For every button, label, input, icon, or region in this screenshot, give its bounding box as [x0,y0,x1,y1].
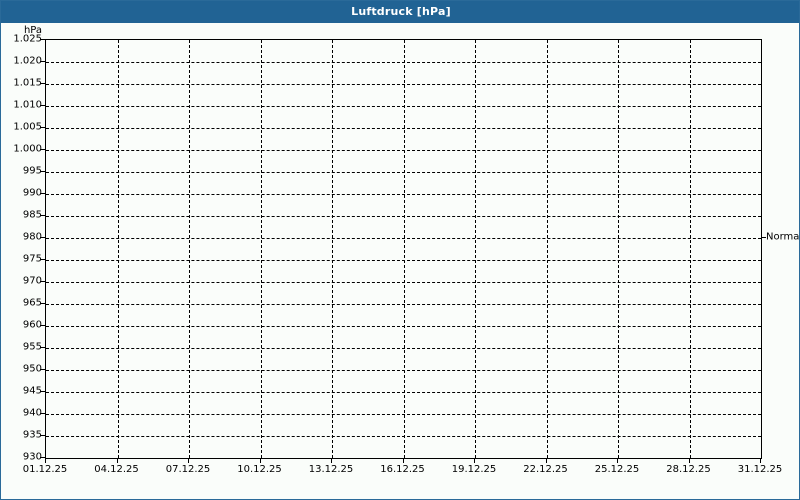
x-axis-tick-label: 28.12.25 [666,464,711,475]
vertical-gridline [332,40,333,458]
y-axis-tick-mark [40,457,45,458]
x-axis-tick-label: 10.12.25 [237,464,282,475]
x-axis: 01.12.25 04.12.25 07.12.25 10.12.25 13.12.25… [23,458,782,482]
x-axis-tick-mark [545,458,547,463]
y-axis-tick-mark [40,281,45,282]
y-axis-tick-mark [40,105,45,106]
x-axis-tick-mark [188,458,189,463]
vertical-gridline [618,40,619,458]
y-axis-tick-mark [40,83,45,84]
y-axis-tick-mark [40,391,45,392]
y-axis-tick-mark [40,237,45,238]
y-axis-tick-label: 1.015 [13,77,42,89]
y-axis-tick-label: 1.000 [13,143,42,155]
y-axis-tick-label: 1.020 [13,55,42,67]
x-axis-tick-label: 13.12.25 [308,464,354,475]
y-axis-tick-mark [40,413,45,414]
chart-canvas: hPa 1.025 1.020 1.015 1.010 1.005 1.000 995 990… [1,23,799,499]
y-axis-tick-label: 980 [22,231,42,243]
normal-tick-mark [761,237,766,238]
y-axis-tick-label: 990 [22,187,42,199]
y-axis-tick-mark [40,39,45,40]
page-title: Luftdruck [hPa] [351,5,451,18]
normal-annotation-label: Normal [766,231,800,243]
chart-title-bar: Luftdruck [hPa] [1,1,799,23]
y-axis-tick-label: 970 [22,275,42,287]
y-axis-tick-mark [40,215,45,216]
x-axis-tick-label: 22.12.25 [523,464,568,475]
y-axis-tick-label: 940 [22,407,42,419]
x-axis-tick-label: 16.12.25 [380,464,425,475]
y-axis-tick-label: 945 [22,385,42,397]
y-axis: 1.025 1.020 1.015 1.010 1.005 1.000 995 990 985 9… [1,34,45,463]
x-axis-tick-label: 07.12.25 [165,464,211,475]
x-axis-tick-mark [45,458,46,463]
y-axis-tick-label: 930 [22,451,42,463]
x-axis-tick-mark [688,458,690,463]
x-axis-tick-mark [474,458,475,463]
y-axis-tick-mark [40,193,45,194]
y-axis-unit-label: hPa [23,25,42,36]
y-axis-tick-mark [40,171,45,172]
x-axis-tick-mark [760,458,761,463]
x-axis-tick-label: 25.12.25 [594,464,640,475]
plot-area [45,39,762,459]
y-axis-tick-label: 985 [22,209,42,221]
x-axis-tick-label: 01.12.25 [22,464,68,475]
y-axis-tick-mark [40,435,45,436]
y-axis-tick-label: 995 [22,165,42,177]
y-axis-tick-label: 975 [22,253,42,265]
y-axis-tick-label: 1.025 [13,33,42,45]
y-axis-tick-label: 960 [22,319,42,331]
x-axis-tick-mark [402,458,404,463]
vertical-gridline [117,40,119,458]
y-axis-tick-label: 965 [22,297,42,309]
vertical-gridline [403,40,405,458]
x-axis-tick-mark [259,458,261,463]
x-axis-tick-label: 04.12.25 [94,464,139,475]
vertical-gridline [189,40,190,458]
y-axis-tick-label: 935 [22,429,42,441]
y-axis-tick-label: 1.010 [13,99,42,111]
x-axis-tick-label: 19.12.25 [451,464,497,475]
vertical-gridline [475,40,476,458]
y-axis-tick-mark [40,259,45,260]
y-axis-tick-label: 955 [22,341,42,353]
vertical-gridline [260,40,262,458]
right-axis: Normal [761,39,799,457]
x-axis-tick-mark [617,458,618,463]
x-axis-tick-label: 31.12.25 [737,464,783,475]
vertical-gridline [546,40,548,458]
vertical-gridline [689,40,691,458]
y-axis-tick-label: 1.005 [13,121,42,133]
y-axis-tick-mark [40,325,45,326]
y-axis-tick-mark [40,369,45,370]
y-axis-tick-mark [40,149,45,150]
y-axis-tick-mark [40,61,45,62]
y-axis-tick-mark [40,347,45,348]
x-axis-tick-mark [116,458,118,463]
x-axis-tick-mark [331,458,332,463]
y-axis-tick-mark [40,127,45,128]
y-axis-tick-label: 950 [22,363,42,375]
y-axis-tick-mark [40,303,45,304]
